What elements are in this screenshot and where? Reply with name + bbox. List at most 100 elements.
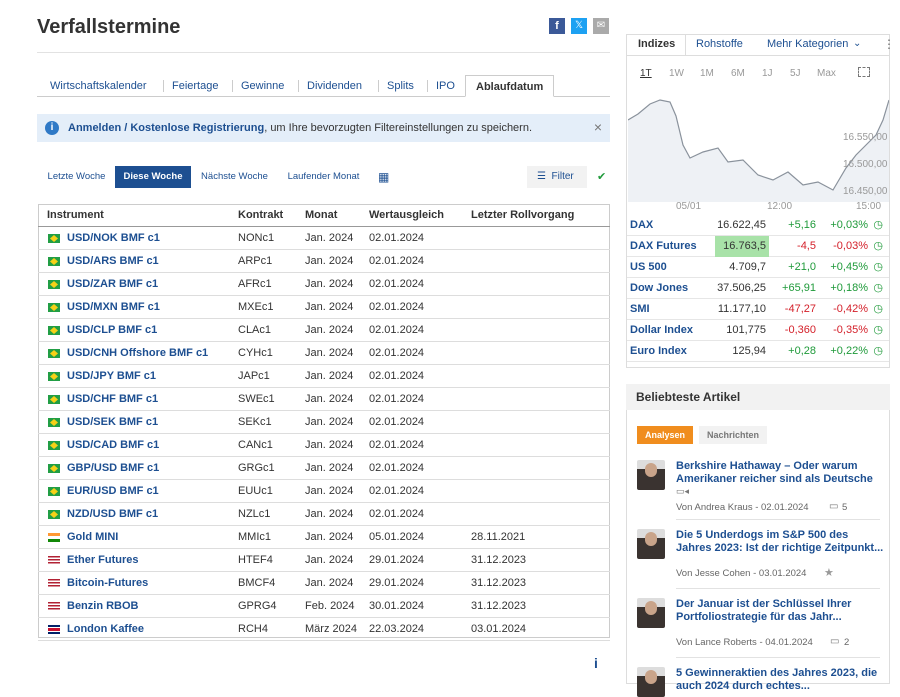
- flag: [48, 257, 60, 266]
- filter-option[interactable]: Diese Woche: [115, 166, 191, 188]
- tab[interactable]: Splits: [387, 80, 414, 92]
- cell: 02.01.2024: [369, 485, 425, 497]
- column-header[interactable]: Wertausgleich: [369, 209, 444, 221]
- instrument-link[interactable]: USD/ZAR BMF c1: [67, 278, 159, 290]
- divider: [37, 52, 610, 53]
- filter-option[interactable]: Letzte Woche: [47, 171, 106, 182]
- tab[interactable]: Dividenden: [307, 80, 363, 92]
- flag-diamond: [50, 281, 58, 288]
- cell: 05.01.2024: [369, 531, 425, 543]
- chart-line: [628, 99, 889, 191]
- cell: 02.01.2024: [369, 232, 425, 244]
- instrument-link[interactable]: London Kaffee: [67, 623, 144, 635]
- tab[interactable]: Feiertage: [172, 80, 219, 92]
- article-tab[interactable]: Nachrichten: [699, 426, 768, 444]
- calendar-icon[interactable]: ▦: [378, 170, 390, 184]
- chart-x-label: 12:00: [767, 201, 793, 212]
- instrument-link[interactable]: EUR/USD BMF c1: [67, 485, 159, 497]
- dropdown-caret: ⌄: [853, 38, 862, 49]
- filter-option[interactable]: Laufender Monat: [287, 171, 360, 182]
- flag: [48, 602, 60, 611]
- index-name[interactable]: SMI: [630, 303, 650, 315]
- column-header[interactable]: Letzter Rollvorgang: [471, 209, 575, 221]
- instrument-link[interactable]: Benzin RBOB: [67, 600, 139, 612]
- cell: ARPc1: [238, 255, 273, 267]
- filter-option[interactable]: Nächste Woche: [201, 171, 268, 182]
- instrument-link[interactable]: Ether Futures: [67, 554, 139, 566]
- tab[interactable]: Wirtschaftskalender: [50, 80, 147, 92]
- range-option[interactable]: Max: [817, 68, 836, 79]
- index-name[interactable]: DAX Futures: [630, 240, 697, 252]
- index-name[interactable]: Dow Jones: [630, 282, 689, 294]
- sidebar-tab[interactable]: Mehr Kategorien: [767, 38, 849, 50]
- article-title[interactable]: Die 5 Underdogs im S&P 500 des Jahres 20…: [676, 529, 884, 554]
- article-title[interactable]: Berkshire Hathaway – Oder warum Amerikan…: [676, 460, 873, 485]
- facebook-button[interactable]: f: [549, 18, 565, 34]
- index-name[interactable]: Euro Index: [630, 345, 687, 357]
- instrument-link[interactable]: Bitcoin-Futures: [67, 577, 149, 589]
- x-button[interactable]: 𝕏: [571, 18, 587, 34]
- article-divider: [676, 657, 880, 658]
- column-header[interactable]: Instrument: [47, 209, 104, 221]
- index-change: +21,0: [788, 261, 816, 273]
- cell: Jan. 2024: [305, 347, 354, 359]
- column-header[interactable]: Monat: [305, 209, 338, 221]
- instrument-link[interactable]: USD/JPY BMF c1: [67, 370, 157, 382]
- instrument-link[interactable]: USD/CNH Offshore BMF c1: [67, 347, 209, 359]
- mail-button[interactable]: ✉: [593, 18, 609, 34]
- flag: [48, 556, 60, 565]
- clock-icon: ◷: [873, 324, 883, 336]
- index-name[interactable]: DAX: [630, 219, 654, 231]
- instrument-link[interactable]: Gold MINI: [67, 531, 119, 543]
- article-title[interactable]: Der Januar ist der Schlüssel Ihrer Portf…: [676, 598, 852, 623]
- register-link[interactable]: Anmelden / Kostenlose Registrierung: [68, 122, 265, 134]
- instrument-link[interactable]: GBP/USD BMF c1: [67, 462, 160, 474]
- instrument-link[interactable]: USD/CHF BMF c1: [67, 393, 159, 405]
- star-icon[interactable]: ★: [824, 567, 834, 579]
- cell: 02.01.2024: [369, 301, 425, 313]
- author-photo: [637, 529, 665, 559]
- article-divider: [676, 519, 880, 520]
- index-change: -4,5: [797, 240, 816, 252]
- articles-header: [626, 384, 890, 410]
- table-row: USD/ARS BMF c1 ARPc1 Jan. 2024 02.01.2024: [38, 250, 610, 273]
- cell: März 2024: [305, 623, 357, 635]
- instrument-link[interactable]: NZD/USD BMF c1: [67, 508, 159, 520]
- article-divider: [676, 588, 880, 589]
- clock-icon: ◷: [873, 261, 883, 273]
- instrument-link[interactable]: USD/CLP BMF c1: [67, 324, 158, 336]
- flag: [48, 533, 60, 542]
- tab[interactable]: Gewinne: [241, 80, 285, 92]
- table-row: USD/CHF BMF c1 SWEc1 Jan. 2024 02.01.2024: [38, 388, 610, 411]
- range-option[interactable]: 6M: [731, 68, 745, 79]
- tab[interactable]: IPO: [436, 80, 455, 92]
- filter-button[interactable]: ☰ Filter: [527, 166, 587, 188]
- column-header[interactable]: Kontrakt: [238, 209, 284, 221]
- instrument-link[interactable]: USD/MXN BMF c1: [67, 301, 160, 313]
- flag-diamond: [50, 258, 58, 265]
- range-option[interactable]: 1W: [669, 68, 684, 79]
- info-button[interactable]: i: [594, 655, 598, 671]
- range-option[interactable]: 5J: [790, 68, 801, 79]
- instrument-link[interactable]: USD/NOK BMF c1: [67, 232, 160, 244]
- range-option[interactable]: 1T: [640, 68, 652, 79]
- close-button[interactable]: ×: [593, 119, 602, 135]
- instrument-link[interactable]: USD/ARS BMF c1: [67, 255, 159, 267]
- article-tab[interactable]: Analysen: [637, 426, 694, 444]
- article-title[interactable]: 5 Gewinneraktien des Jahres 2023, die au…: [676, 667, 878, 692]
- sidebar-tab[interactable]: Rohstoffe: [696, 38, 743, 50]
- instrument-link[interactable]: USD/SEK BMF c1: [67, 416, 159, 428]
- fullscreen-icon[interactable]: [858, 67, 870, 77]
- cell: 02.01.2024: [369, 324, 425, 336]
- table-row: USD/ZAR BMF c1 AFRc1 Jan. 2024 02.01.2024: [38, 273, 610, 296]
- index-name[interactable]: US 500: [630, 261, 667, 273]
- range-option[interactable]: 1M: [700, 68, 714, 79]
- index-name[interactable]: Dollar Index: [630, 324, 693, 336]
- more-icon[interactable]: ⋮: [883, 37, 895, 51]
- sidebar-tab[interactable]: Indizes: [638, 38, 676, 50]
- tab[interactable]: Ablaufdatum: [465, 75, 555, 97]
- range-option[interactable]: 1J: [762, 68, 773, 79]
- indices-panel: [626, 34, 890, 368]
- clock-icon: ◷: [873, 240, 883, 252]
- instrument-link[interactable]: USD/CAD BMF c1: [67, 439, 160, 451]
